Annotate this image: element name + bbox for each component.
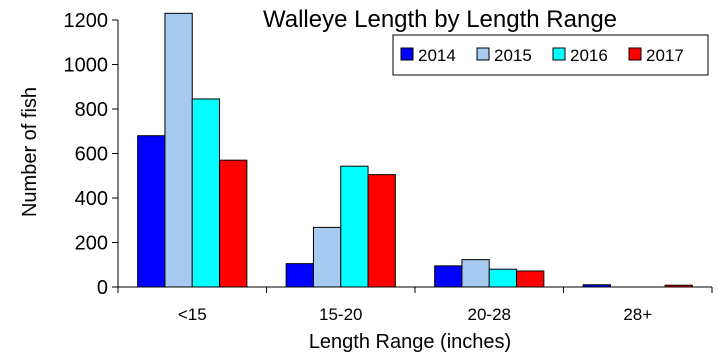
legend-box <box>392 34 709 76</box>
bar-2016-1 <box>340 165 369 288</box>
y-axis-title: Number of fish <box>19 87 41 217</box>
bar-2015-2 <box>461 259 490 288</box>
legend-label-2015: 2015 <box>494 46 532 65</box>
legend-swatch-2016 <box>552 47 566 61</box>
bar-2014-2 <box>434 265 463 288</box>
chart-title: Walleye Length by Length Range <box>263 6 617 33</box>
axes-group: 0 200 400 600 800 1000 1200 <15 15-20 20-28 28+ <box>64 10 713 324</box>
y-tick-label: 1000 <box>64 55 109 77</box>
bar-2017-0 <box>219 159 248 288</box>
x-tick-label: 28+ <box>623 305 652 324</box>
y-tick-label: 0 <box>97 277 108 299</box>
bar-2014-1 <box>285 263 314 288</box>
y-tick-label: 600 <box>75 144 108 166</box>
bars-group <box>137 12 693 288</box>
y-tick-label: 400 <box>75 188 108 210</box>
legend-label-2016: 2016 <box>570 46 608 65</box>
y-tick-label: 1200 <box>64 10 109 32</box>
bar-2014-0 <box>137 135 166 288</box>
bar-2016-2 <box>488 268 518 288</box>
legend-swatch-2017 <box>628 47 642 61</box>
bar-2015-0 <box>164 12 193 288</box>
x-tick-label: 20-28 <box>468 305 511 324</box>
legend-swatch-2015 <box>476 47 490 61</box>
x-tick-label: <15 <box>178 305 207 324</box>
x-tick-label: 15-20 <box>319 305 362 324</box>
x-axis-title: Length Range (inches) <box>309 331 511 353</box>
bar-2017-2 <box>516 270 545 288</box>
legend-swatch-2014 <box>400 47 414 61</box>
bar-2016-0 <box>191 98 221 288</box>
bar-2015-1 <box>312 226 342 288</box>
y-tick-label: 800 <box>75 99 108 121</box>
y-tick-label: 200 <box>75 233 108 255</box>
bar-2017-1 <box>367 174 396 288</box>
legend: 2014 2015 2016 2017 <box>392 34 709 76</box>
legend-label-2017: 2017 <box>646 46 684 65</box>
legend-label-2014: 2014 <box>418 46 456 65</box>
